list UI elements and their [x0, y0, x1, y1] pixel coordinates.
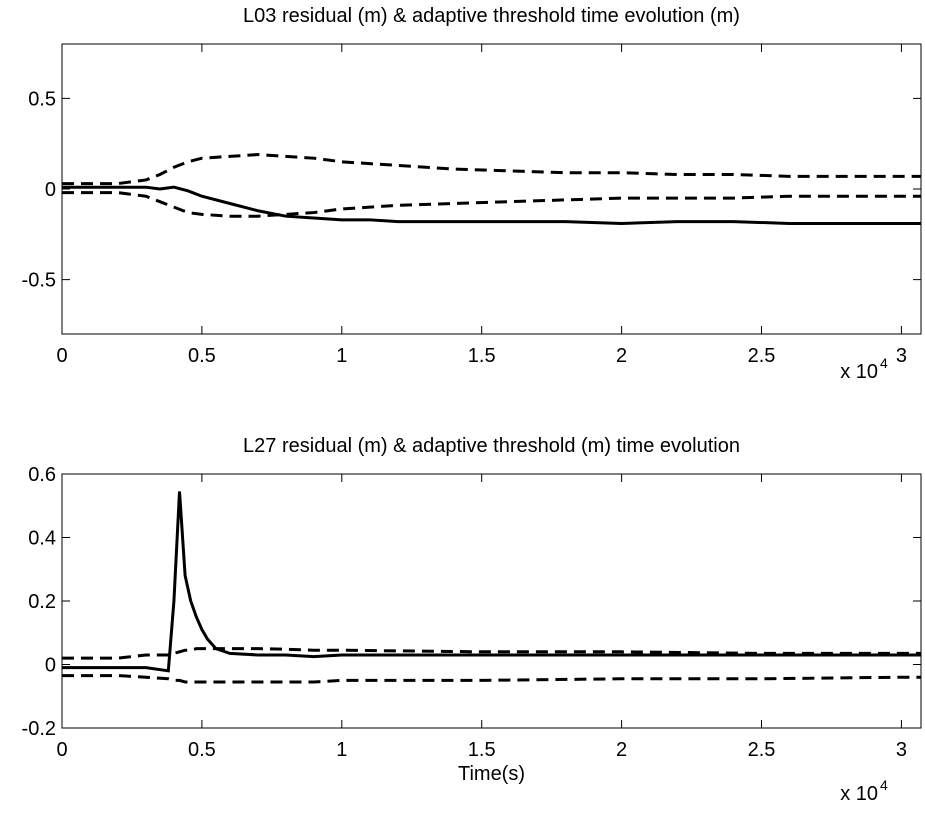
plot-area	[61, 473, 922, 729]
x-tick-label: 2	[616, 739, 627, 761]
axis-multiplier: x 10	[840, 783, 878, 805]
x-axis-label: Time(s)	[458, 763, 525, 785]
axis-multiplier-exponent: 4	[880, 777, 888, 793]
y-tick-label: 0.2	[28, 591, 56, 613]
y-tick-label: -0.5	[22, 270, 56, 292]
axis-multiplier: x 10	[840, 361, 878, 383]
series-line	[62, 491, 921, 673]
x-tick-label: 3	[896, 739, 907, 761]
x-tick-label: 1.5	[468, 739, 496, 761]
x-tick-label: 2.5	[748, 739, 776, 761]
x-tick-label: 0.5	[188, 739, 216, 761]
x-tick-label: 2	[616, 345, 627, 367]
x-tick-label: 1.5	[468, 345, 496, 367]
plot-area	[61, 43, 922, 335]
x-tick-label: 0	[56, 739, 67, 761]
y-tick-label: 0.4	[28, 528, 56, 550]
x-tick-label: 1	[336, 739, 347, 761]
chart-title: L27 residual (m) & adaptive threshold (m…	[243, 435, 740, 457]
x-tick-label: 0	[56, 345, 67, 367]
series-line	[62, 191, 921, 218]
y-tick-label: 0	[45, 655, 56, 677]
x-tick-label: 2.5	[748, 345, 776, 367]
y-tick-label: -0.2	[22, 718, 56, 740]
x-tick-label: 0.5	[188, 345, 216, 367]
axis-multiplier-exponent: 4	[880, 355, 888, 371]
series-line	[62, 185, 921, 225]
series-line	[62, 153, 921, 186]
x-tick-label: 3	[896, 345, 907, 367]
y-tick-label: 0	[45, 179, 56, 201]
x-tick-label: 1	[336, 345, 347, 367]
y-tick-label: 0.5	[28, 88, 56, 110]
chart-title: L03 residual (m) & adaptive threshold ti…	[243, 5, 740, 27]
y-tick-label: 0.6	[28, 464, 56, 486]
